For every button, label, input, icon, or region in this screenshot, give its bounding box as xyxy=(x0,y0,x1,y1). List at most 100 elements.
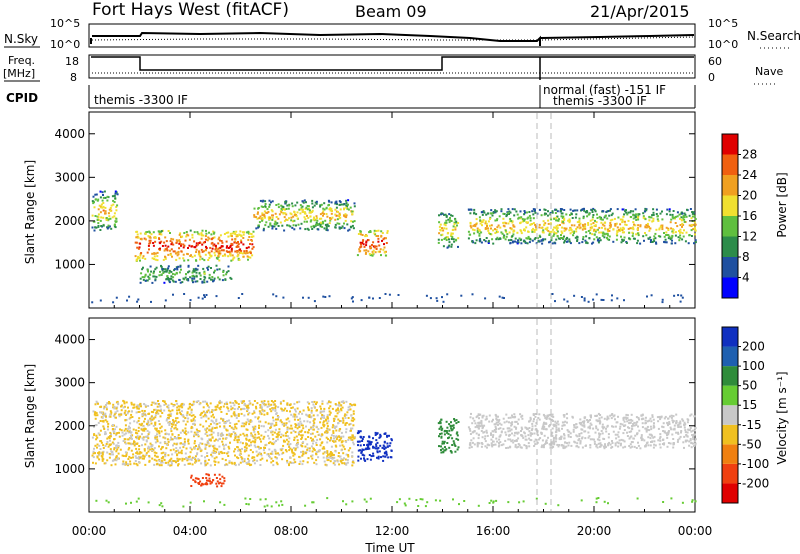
velocity-cell xyxy=(144,417,146,420)
velocity-cell xyxy=(275,457,278,460)
velocity-cell xyxy=(492,434,495,437)
power-cell xyxy=(639,242,642,245)
velocity-cell xyxy=(510,428,513,431)
velocity-cell xyxy=(212,409,215,412)
power-cell xyxy=(528,214,531,217)
power-cell xyxy=(169,232,171,234)
power-cell xyxy=(629,210,632,213)
velocity-cell xyxy=(376,447,379,450)
velocity-cell xyxy=(258,451,261,454)
power-cell xyxy=(382,238,385,241)
power-cell xyxy=(676,211,679,214)
power-cell xyxy=(213,231,216,234)
velocity-cell xyxy=(318,433,321,436)
power-cell xyxy=(568,229,571,232)
velocity-cell xyxy=(683,446,685,449)
power-cell xyxy=(255,216,258,219)
velocity-cell xyxy=(589,419,591,421)
velocity-cell xyxy=(254,416,257,419)
velocity-cell xyxy=(262,410,265,413)
velocity-cell xyxy=(220,450,223,453)
velocity-cell xyxy=(652,418,655,421)
power-cell xyxy=(251,235,253,238)
velocity-cell xyxy=(690,413,693,416)
power-cell xyxy=(482,219,485,222)
power-cell xyxy=(359,246,362,249)
velocity-cell xyxy=(312,414,315,417)
power-cell xyxy=(469,225,472,227)
velocity-cell xyxy=(186,411,189,414)
power-cell xyxy=(315,223,317,226)
power-cell xyxy=(674,222,677,224)
velocity-cell xyxy=(222,482,225,485)
velocity-cell xyxy=(129,416,132,419)
velocity-cell xyxy=(109,415,112,418)
power-cell xyxy=(154,268,157,271)
velocity-cell xyxy=(553,443,556,446)
velocity-cell xyxy=(275,424,278,426)
power-cell xyxy=(320,217,323,220)
power-cell xyxy=(544,227,547,230)
power-cell xyxy=(195,275,198,278)
velocity-cell xyxy=(563,434,566,437)
velocity-cell xyxy=(267,403,270,406)
velocity-cell xyxy=(245,449,248,452)
velocity-cell xyxy=(257,432,260,435)
velocity-cell xyxy=(245,444,248,447)
velocity-cell xyxy=(179,404,182,407)
velocity-cell xyxy=(298,424,301,427)
power-cell xyxy=(572,234,575,237)
power-cell xyxy=(533,229,536,232)
power-cell xyxy=(211,276,214,278)
power-cell xyxy=(568,221,571,224)
velocity-cell xyxy=(533,440,536,443)
power-cell xyxy=(227,247,230,249)
power-cell xyxy=(205,238,207,241)
velocity-cell xyxy=(168,424,171,426)
velocity-cell xyxy=(325,430,328,433)
velocity-cell xyxy=(479,425,482,428)
power-cell xyxy=(592,241,595,244)
power-cell xyxy=(538,223,541,226)
power-cell xyxy=(621,220,624,223)
power-cell xyxy=(681,238,684,241)
velocity-cell xyxy=(490,444,493,447)
velocity-cell xyxy=(597,442,600,445)
velocity-cell xyxy=(98,444,101,447)
velocity-cell xyxy=(326,414,329,417)
velocity-cell xyxy=(683,435,686,438)
power-cell xyxy=(187,234,190,237)
velocity-cell xyxy=(307,431,310,434)
velocity-cell xyxy=(115,459,118,462)
power-cell xyxy=(438,214,440,217)
power-cell xyxy=(94,215,97,217)
power-cell xyxy=(347,203,349,206)
power-cell xyxy=(153,270,155,273)
power-cell xyxy=(325,213,328,215)
velocity-cell xyxy=(176,428,179,431)
velocity-cell xyxy=(550,434,553,437)
power-cell xyxy=(535,228,538,231)
power-cell xyxy=(510,228,513,231)
velocity-cell xyxy=(243,414,246,417)
power-cell xyxy=(447,245,450,248)
power-cell xyxy=(377,240,380,243)
velocity-cell xyxy=(220,417,223,420)
velocity-cell xyxy=(641,422,644,425)
power-cell xyxy=(687,242,690,245)
velocity-cell xyxy=(251,435,254,438)
velocity-cell xyxy=(136,464,139,467)
power-cell xyxy=(225,231,228,234)
velocity-cell xyxy=(659,433,662,436)
power-cell xyxy=(482,210,485,213)
power-cell xyxy=(213,271,215,274)
power-cell xyxy=(193,269,196,272)
power-cell xyxy=(225,246,228,249)
velocity-cell xyxy=(115,416,117,419)
power-cell xyxy=(652,238,655,241)
velocity-cell xyxy=(197,482,200,485)
velocity-cell xyxy=(289,456,292,459)
power-cell xyxy=(199,274,202,277)
power-cell xyxy=(203,278,206,281)
velocity-cell xyxy=(232,431,235,433)
